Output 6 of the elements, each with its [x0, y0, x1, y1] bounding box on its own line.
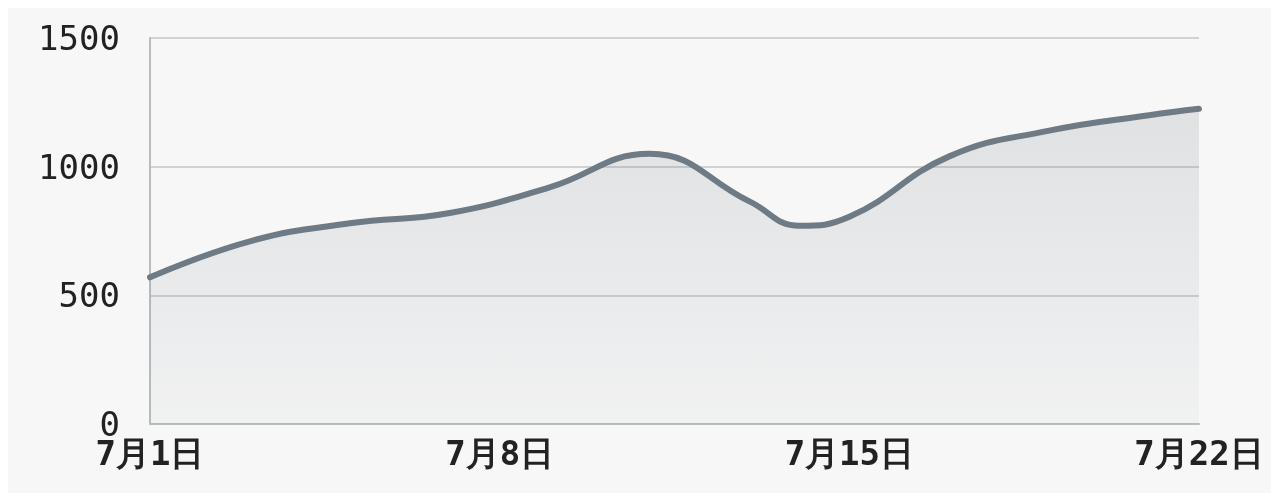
- y-tick-label: 1000: [38, 146, 120, 187]
- x-tick-label: 7月15日: [784, 433, 915, 473]
- x-tick-label: 7月22日: [1134, 433, 1264, 473]
- y-tick-label: 1500: [38, 18, 120, 58]
- x-tick-label: 7月8日: [445, 433, 555, 473]
- y-tick-label: 500: [58, 275, 120, 316]
